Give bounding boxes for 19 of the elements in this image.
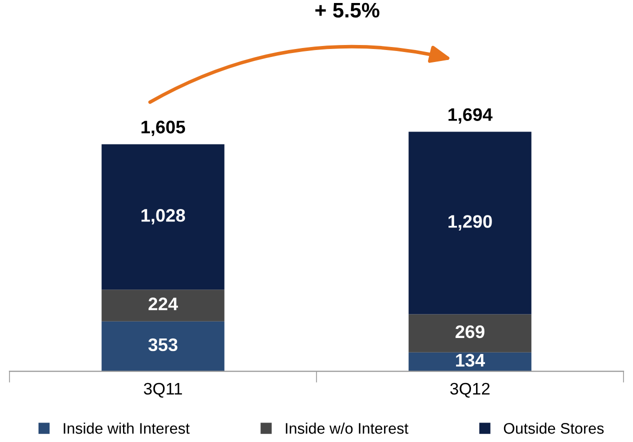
data-label: 1,290 xyxy=(448,215,492,230)
legend-label: Inside with Interest xyxy=(64,422,190,434)
bar xyxy=(408,132,532,314)
x-tick-label: 3Q12 xyxy=(450,382,490,398)
data-label: 1,028 xyxy=(142,208,186,224)
bar xyxy=(102,321,224,372)
data-label: 224 xyxy=(148,298,178,310)
total-label: 1,605 xyxy=(142,120,186,136)
bar xyxy=(102,290,224,322)
total-label: 1,694 xyxy=(448,108,492,124)
data-label: 134 xyxy=(456,354,485,367)
bar xyxy=(102,144,224,290)
data-label: 269 xyxy=(456,325,484,338)
text: + 5.5% xyxy=(315,2,380,18)
legend-label: Outside Stores xyxy=(504,422,604,434)
data-label: 353 xyxy=(148,338,178,352)
bar xyxy=(408,314,532,352)
legend-label: Inside w/o Interest xyxy=(286,422,408,434)
x-tick-label: 3Q11 xyxy=(144,382,182,398)
